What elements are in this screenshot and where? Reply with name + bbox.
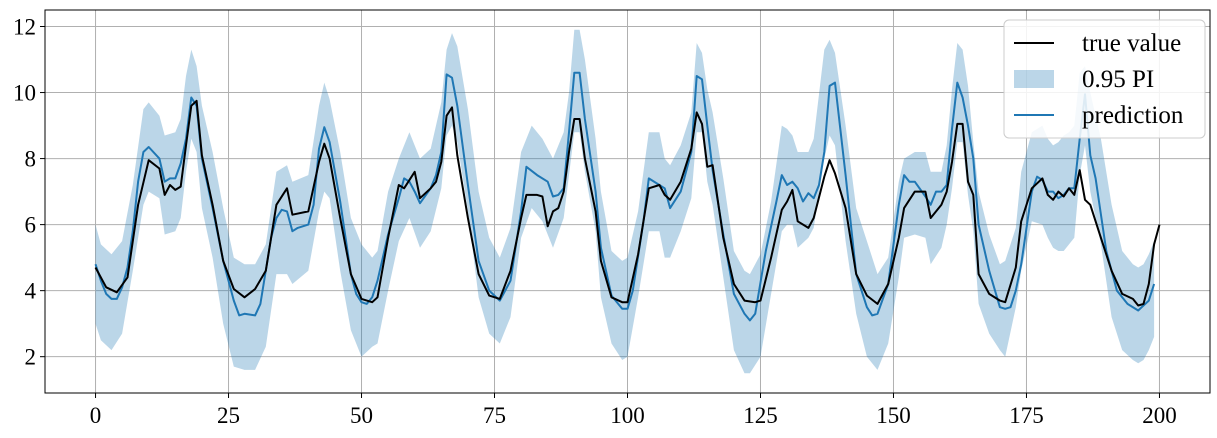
y-tick-label: 2 bbox=[25, 345, 37, 370]
x-tick-label: 175 bbox=[1009, 403, 1044, 428]
x-tick-label: 0 bbox=[90, 403, 102, 428]
x-tick-label: 50 bbox=[350, 403, 373, 428]
x-tick-label: 200 bbox=[1142, 403, 1177, 428]
x-tick-label: 75 bbox=[483, 403, 506, 428]
x-tick-label: 125 bbox=[743, 403, 778, 428]
legend-label: true value bbox=[1082, 30, 1181, 57]
y-tick-label: 4 bbox=[25, 279, 37, 304]
x-tick-label: 100 bbox=[610, 403, 645, 428]
legend-label: 0.95 PI bbox=[1082, 66, 1154, 93]
x-tick-label: 150 bbox=[876, 403, 911, 428]
y-tick-label: 6 bbox=[25, 213, 37, 238]
y-tick-label: 8 bbox=[25, 147, 37, 172]
prediction-line bbox=[94, 71, 1156, 322]
interval-band-layer bbox=[95, 29, 1155, 374]
legend-swatch-interval bbox=[1014, 70, 1054, 88]
y-tick-label: 10 bbox=[13, 81, 36, 106]
x-tick-label: 25 bbox=[217, 403, 240, 428]
legend-box bbox=[1003, 19, 1206, 139]
true-value-line bbox=[94, 99, 1161, 307]
series-lines-layer bbox=[94, 71, 1161, 322]
legend: true value 0.95 PI prediction bbox=[1003, 19, 1206, 139]
legend-label: prediction bbox=[1082, 102, 1184, 129]
prediction-interval-band bbox=[95, 29, 1155, 374]
axis-ticks: 0 25 50 75 100 125 150 175 200 2 4 6 8 10 12 bbox=[13, 15, 1177, 428]
y-tick-label: 12 bbox=[13, 15, 36, 40]
